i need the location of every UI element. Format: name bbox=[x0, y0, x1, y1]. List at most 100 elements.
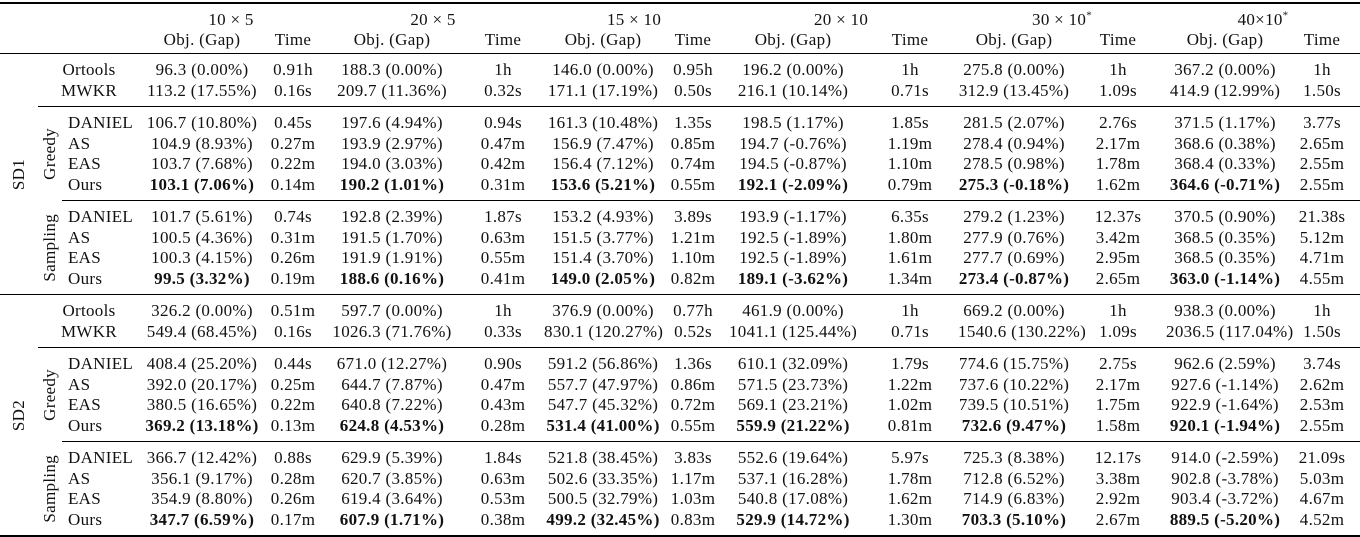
obj-gap-cell: 1026.3 (71.76%) bbox=[322, 321, 463, 348]
time-cell: 0.14m bbox=[264, 174, 323, 201]
time-cell: 0.79m bbox=[862, 174, 959, 201]
time-cell: 1.78m bbox=[887, 468, 933, 488]
obj-gap-cell: 367.2 (0.00%) bbox=[1174, 60, 1276, 80]
time-cell: 0.74s bbox=[274, 207, 312, 227]
obj-gap-cell: 103.7 (7.68%) bbox=[151, 154, 253, 174]
time-cell: 2.75s bbox=[1099, 354, 1137, 374]
obj-gap-cell: 368.6 (0.38%) bbox=[1174, 133, 1276, 153]
time-cell: 0.95h bbox=[673, 60, 713, 80]
obj-gap-cell: 190.2 (1.01%) bbox=[322, 174, 463, 201]
time-cell: 0.47m bbox=[480, 374, 526, 394]
table-row: AS 392.0 (20.17%) 0.25m 644.7 (7.87%) 0.47m 5… bbox=[0, 375, 1360, 396]
obj-gap-cell: 194.0 (3.03%) bbox=[341, 154, 443, 174]
obj-gap-cell: 171.1 (17.19%) bbox=[544, 80, 663, 107]
time-cell: 1.21m bbox=[670, 227, 716, 247]
time-cell: 0.63m bbox=[480, 227, 526, 247]
obj-gap-header: Obj. (Gap) bbox=[322, 30, 463, 54]
obj-gap-cell: 499.2 (32.45%) bbox=[546, 509, 660, 529]
time-header: Time bbox=[1070, 30, 1167, 54]
section-sd1: SD1 Ortools 96.3 (0.00%) 0.91h 188.3 (0.00%)… bbox=[0, 54, 1360, 295]
obj-gap-cell: 103.1 (7.06%) bbox=[140, 174, 264, 201]
obj-gap-cell: 703.3 (5.10%) bbox=[961, 509, 1067, 529]
obj-gap-cell: 537.1 (16.28%) bbox=[737, 468, 849, 488]
obj-gap-cell: 368.4 (0.33%) bbox=[1174, 154, 1276, 174]
obj-gap-cell: 547.7 (45.32%) bbox=[547, 395, 659, 415]
time-cell: 3.77s bbox=[1303, 113, 1341, 133]
time-cell: 0.28m bbox=[270, 468, 316, 488]
time-cell: 21.38s bbox=[1298, 207, 1346, 227]
time-cell: 6.35s bbox=[891, 207, 929, 227]
time-cell: 2.53m bbox=[1299, 395, 1345, 415]
time-cell: 5.97s bbox=[891, 448, 929, 468]
obj-gap-cell: 392.0 (20.17%) bbox=[146, 374, 258, 394]
time-cell: 0.32s bbox=[462, 80, 545, 107]
time-cell: 1h bbox=[901, 301, 919, 321]
obj-gap-header: Obj. (Gap) bbox=[1166, 30, 1285, 54]
time-cell: 0.94s bbox=[484, 113, 522, 133]
obj-gap-cell: 193.9 (-1.17%) bbox=[739, 207, 847, 227]
obj-gap-cell: 192.1 (-2.09%) bbox=[724, 174, 863, 201]
instance-size-header: 30 × 10* bbox=[958, 3, 1166, 30]
time-cell: 0.33s bbox=[462, 321, 545, 348]
time-cell: 1.35s bbox=[674, 113, 712, 133]
obj-gap-cell: 153.2 (4.93%) bbox=[552, 207, 654, 227]
group-label-text: Sampling bbox=[40, 454, 59, 523]
time-cell: 0.53m bbox=[480, 489, 526, 509]
obj-gap-cell: 151.5 (3.77%) bbox=[552, 227, 654, 247]
time-cell: 2.55m bbox=[1284, 415, 1360, 442]
obj-gap-cell: 408.4 (25.20%) bbox=[146, 354, 258, 374]
time-cell: 1.36s bbox=[674, 354, 712, 374]
table-row: AS 356.1 (9.17%) 0.28m 620.7 (3.85%) 0.63m 50… bbox=[0, 469, 1360, 490]
obj-gap-cell: 99.5 (3.32%) bbox=[154, 268, 250, 288]
obj-gap-cell: 106.7 (10.80%) bbox=[146, 113, 258, 133]
time-cell: 1.09s bbox=[1070, 321, 1167, 348]
obj-gap-cell: 156.4 (7.12%) bbox=[552, 154, 654, 174]
time-cell: 2.17m bbox=[1095, 374, 1141, 394]
obj-gap-cell: 569.1 (23.21%) bbox=[737, 395, 849, 415]
time-cell: 4.52m bbox=[1299, 509, 1345, 529]
obj-gap-cell: 278.5 (0.98%) bbox=[963, 154, 1065, 174]
time-cell: 0.91h bbox=[273, 60, 313, 80]
obj-gap-cell: 188.3 (0.00%) bbox=[341, 60, 443, 80]
obj-gap-cell: 889.5 (-5.20%) bbox=[1169, 509, 1281, 529]
section-label-text: SD2 bbox=[9, 399, 28, 432]
time-cell: 1.10m bbox=[887, 154, 933, 174]
instance-size-star: * bbox=[1282, 9, 1289, 22]
time-cell: 2.55m bbox=[1299, 154, 1345, 174]
time-cell: 0.77h bbox=[673, 301, 713, 321]
time-cell: 2.76s bbox=[1099, 113, 1137, 133]
time-cell: 1.85s bbox=[891, 113, 929, 133]
obj-gap-cell: 275.3 (-0.18%) bbox=[958, 174, 1071, 201]
obj-gap-cell: 368.5 (0.35%) bbox=[1174, 248, 1276, 268]
section-sd2: SD2 Ortools 326.2 (0.00%) 0.51m 597.7 (0.00%… bbox=[0, 295, 1360, 536]
time-cell: 0.26m bbox=[270, 248, 316, 268]
time-cell: 1.87s bbox=[484, 207, 522, 227]
obj-gap-cell: 571.5 (23.73%) bbox=[737, 374, 849, 394]
time-cell: 1h bbox=[1313, 60, 1331, 80]
obj-gap-cell: 354.9 (8.80%) bbox=[151, 489, 253, 509]
obj-gap-cell: 629.9 (5.39%) bbox=[341, 448, 443, 468]
obj-gap-cell: 1540.6 (130.22%) bbox=[958, 321, 1086, 348]
obj-gap-cell: 326.2 (0.00%) bbox=[151, 301, 253, 321]
obj-gap-cell: 914.0 (-2.59%) bbox=[1171, 448, 1279, 468]
obj-gap-cell: 198.5 (1.17%) bbox=[742, 113, 844, 133]
obj-gap-cell: 371.5 (1.17%) bbox=[1174, 113, 1276, 133]
time-cell: 1.34m bbox=[887, 268, 933, 288]
time-header: Time bbox=[662, 30, 725, 54]
obj-gap-cell: 279.2 (1.23%) bbox=[963, 207, 1065, 227]
time-cell: 1h bbox=[494, 60, 512, 80]
time-header: Time bbox=[462, 30, 545, 54]
obj-gap-cell: 529.9 (14.72%) bbox=[736, 509, 850, 529]
obj-gap-cell: 607.9 (1.71%) bbox=[339, 509, 445, 529]
time-cell: 0.45s bbox=[274, 113, 312, 133]
obj-gap-header: Obj. (Gap) bbox=[958, 30, 1071, 54]
time-cell: 0.41m bbox=[480, 268, 526, 288]
obj-gap-cell: 281.5 (2.07%) bbox=[963, 113, 1065, 133]
obj-gap-cell: 644.7 (7.87%) bbox=[341, 374, 443, 394]
obj-gap-cell: 191.5 (1.70%) bbox=[341, 227, 443, 247]
time-cell: 1.75m bbox=[1095, 395, 1141, 415]
time-cell: 0.42m bbox=[480, 154, 526, 174]
time-cell: 0.50s bbox=[662, 80, 725, 107]
obj-gap-cell: 737.6 (10.22%) bbox=[958, 374, 1070, 394]
obj-gap-cell: 368.5 (0.35%) bbox=[1174, 227, 1276, 247]
